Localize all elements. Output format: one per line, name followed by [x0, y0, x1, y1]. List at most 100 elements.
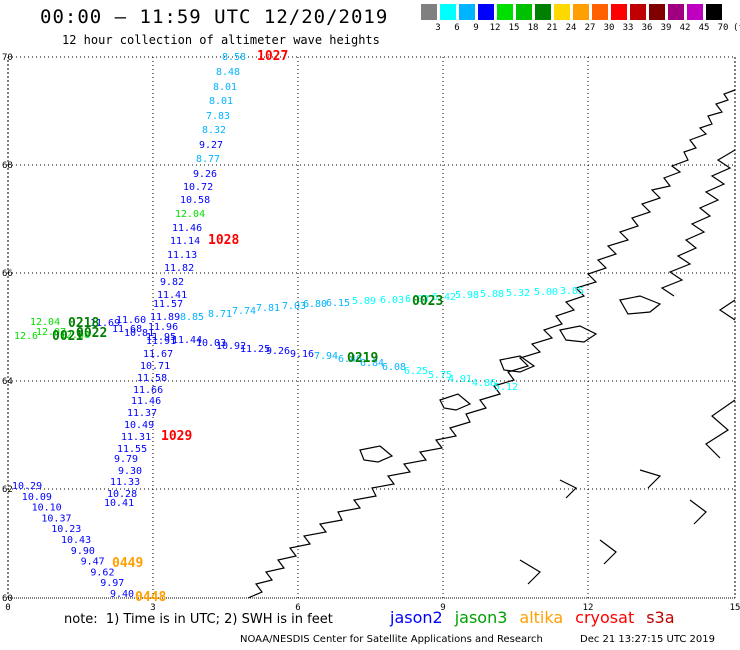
swh-value: 12.07 [36, 327, 66, 338]
swh-value: 8.01 [209, 96, 233, 107]
swh-value: 11.31 [121, 432, 151, 443]
swh-value: 11.89 [150, 312, 180, 323]
legend-label: 33 [622, 23, 634, 33]
satellite-cryosat: cryosat [575, 608, 635, 627]
swh-value: 4.86 [472, 378, 496, 389]
swh-value: 11.95 [146, 332, 176, 343]
swh-value: 9.26 [266, 346, 290, 357]
legend-swatch [535, 4, 551, 20]
swh-value: 10.23 [51, 524, 81, 535]
satellite-jason2: jason2 [390, 608, 443, 627]
legend-swatch [687, 4, 703, 20]
time-label: 1028 [208, 233, 239, 248]
swh-value: 9.27 [199, 140, 223, 151]
swh-value: 3.85 [560, 286, 584, 297]
legend-label: 15 [508, 23, 520, 33]
legend-label: 39 [660, 23, 672, 33]
legend-swatch [592, 4, 608, 20]
swh-value: 10.03 [196, 338, 226, 349]
legend-label: 18 [527, 23, 539, 33]
time-label: 0218 [68, 316, 99, 331]
swh-value: 10.72 [183, 182, 213, 193]
legend-label: 27 [584, 23, 596, 33]
swh-value: 11.44 [172, 335, 202, 346]
swh-value: 9.30 [118, 466, 142, 477]
lat-tick-label: 62 [2, 485, 13, 495]
swh-value: 7.03 [282, 301, 306, 312]
legend-label: 12 [489, 23, 501, 33]
swh-value: 10.49 [124, 420, 154, 431]
legend-label: 24 [565, 23, 577, 33]
swh-value: 5.00 [534, 287, 558, 298]
swh-value: 5.98 [455, 290, 479, 301]
swh-value: 9.47 [81, 557, 105, 568]
swh-value: 11.25 [240, 344, 270, 355]
note-text: note: 1) Time is in UTC; 2) SWH is in fe… [64, 612, 333, 627]
swh-value: 9.16 [290, 349, 314, 360]
swh-value: 10.37 [41, 513, 71, 524]
swh-value: 9.90 [71, 546, 95, 557]
legend-label: 36 [641, 23, 653, 33]
swh-value: 11.60 [116, 315, 146, 326]
axis-ticks: 70 68 66 64 62 600 3 6 9 12 15 [2, 53, 740, 613]
swh-value: 11.37 [127, 408, 157, 419]
satellite-key: jason2 jason3 altika cryosat s3a [390, 608, 687, 627]
swh-value: 6.03 [405, 294, 429, 305]
swh-value: 7.81 [256, 303, 280, 314]
legend-label: 42 [679, 23, 691, 33]
swh-value: 8.01 [213, 82, 237, 93]
time-label: 0448 [135, 590, 166, 605]
swh-value: 6.46 [338, 354, 362, 365]
swh-value: 11.69 [90, 318, 120, 329]
lon-tick-label: 12 [583, 603, 594, 613]
satellite-s3a: s3a [646, 608, 675, 627]
legend-swatch [611, 4, 627, 20]
swh-value: 11.46 [131, 396, 161, 407]
swh-labels: 8.58 8.48 8.01 8.01 7.83 8.32 9.27 8.77 9.26 10.7… [12, 49, 584, 605]
lon-tick-label: 3 [150, 603, 155, 613]
legend-label: 70 [717, 23, 729, 33]
lat-tick-label: 60 [2, 594, 13, 604]
timestamp-text: Dec 21 13:27:15 UTC 2019 [580, 634, 715, 645]
time-label: 0022 [76, 326, 107, 341]
legend-swatch [440, 4, 456, 20]
time-label: 0021 [52, 329, 83, 344]
swh-value: 11.41 [157, 290, 187, 301]
swh-value: 10.29 [12, 481, 42, 492]
swh-value: 10.10 [32, 503, 62, 514]
swh-value: 6.42 [432, 292, 456, 303]
swh-value: 11.66 [133, 385, 163, 396]
swh-value: 6.25 [404, 366, 428, 377]
lat-tick-label: 70 [2, 53, 13, 63]
swh-value: 6.80 [303, 299, 327, 310]
legend-label: 6 [454, 23, 460, 33]
swh-value: 11.68 [112, 324, 142, 335]
swh-value: 11.91 [146, 336, 176, 347]
lat-tick-label: 66 [2, 269, 13, 279]
swh-value: 7.74 [232, 306, 256, 317]
swh-value: 11.82 [164, 263, 194, 274]
swh-value: 8.48 [216, 67, 240, 78]
swh-value: 9.40 [110, 589, 134, 600]
swh-value: 11.96 [148, 322, 178, 333]
lat-tick-label: 64 [2, 377, 13, 387]
legend-swatch [459, 4, 475, 20]
legend-label: 9 [473, 23, 479, 33]
swh-value: 4.91 [448, 374, 472, 385]
legend-label: 30 [603, 23, 615, 33]
swh-value: 10.71 [140, 361, 170, 372]
swh-value: 9.79 [114, 454, 138, 465]
satellite-jason3: jason3 [454, 608, 508, 627]
legend-swatch [573, 4, 589, 20]
swh-value: 10.43 [61, 535, 91, 546]
coastline [247, 89, 736, 599]
legend-swatch [421, 4, 437, 20]
swh-value: 12.04 [175, 209, 205, 220]
legend-label: 21 [546, 23, 558, 33]
swh-value: 9.82 [160, 277, 184, 288]
swh-value: 6.03 [380, 295, 404, 306]
time-label: 0449 [112, 556, 143, 571]
swh-value: 11.57 [153, 299, 183, 310]
swh-value: 11.13 [167, 250, 197, 261]
